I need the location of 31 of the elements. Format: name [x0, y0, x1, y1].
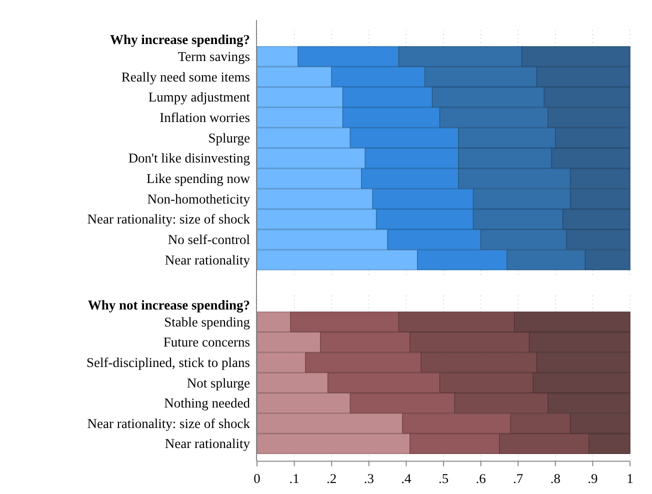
y-tick-label: Don't like disinvesting: [128, 150, 250, 166]
y-tick-label: Future concerns: [163, 334, 250, 350]
x-tick-label: .7: [513, 471, 524, 486]
y-tick-label: Non-homotheticity: [147, 191, 250, 206]
x-tick-label: .3: [364, 471, 374, 486]
y-tick-label: Term savings: [178, 48, 250, 64]
y-tick-label: Inflation worries: [160, 110, 250, 126]
chart-title: Why increase spending?: [110, 32, 250, 47]
x-tick-label: 0: [254, 471, 261, 486]
x-tick-label: .6: [476, 471, 486, 486]
y-tick-label: Splurge: [208, 130, 250, 146]
y-tick-label: Near rationality: size of shock: [87, 212, 250, 227]
x-tick-label: .4: [401, 471, 412, 486]
y-tick-label: Near rationality: [164, 436, 250, 452]
x-tick-label: .2: [326, 471, 337, 486]
y-tick-label: Nothing needed: [164, 396, 250, 411]
x-tick-label: .5: [438, 471, 449, 486]
x-tick-label: 1: [626, 471, 634, 486]
y-tick-label: Self-disciplined, stick to plans: [86, 354, 250, 370]
y-tick-label: No self-control: [168, 232, 250, 248]
x-tick-label: .1: [289, 471, 300, 486]
y-tick-label: Near rationality: [164, 252, 250, 268]
x-tick-label: .9: [588, 471, 598, 486]
y-tick-label: Lumpy adjustment: [148, 90, 250, 105]
y-tick-label: Stable spending: [164, 314, 250, 330]
chart-title: Why not increase spending?: [88, 297, 250, 312]
y-tick-label: Near rationality: size of shock: [87, 416, 250, 431]
y-tick-label: Like spending now: [146, 171, 250, 186]
y-tick-label: Really need some items: [121, 69, 250, 84]
y-tick-label: Not splurge: [186, 375, 250, 390]
x-tick-label: .8: [550, 471, 561, 486]
